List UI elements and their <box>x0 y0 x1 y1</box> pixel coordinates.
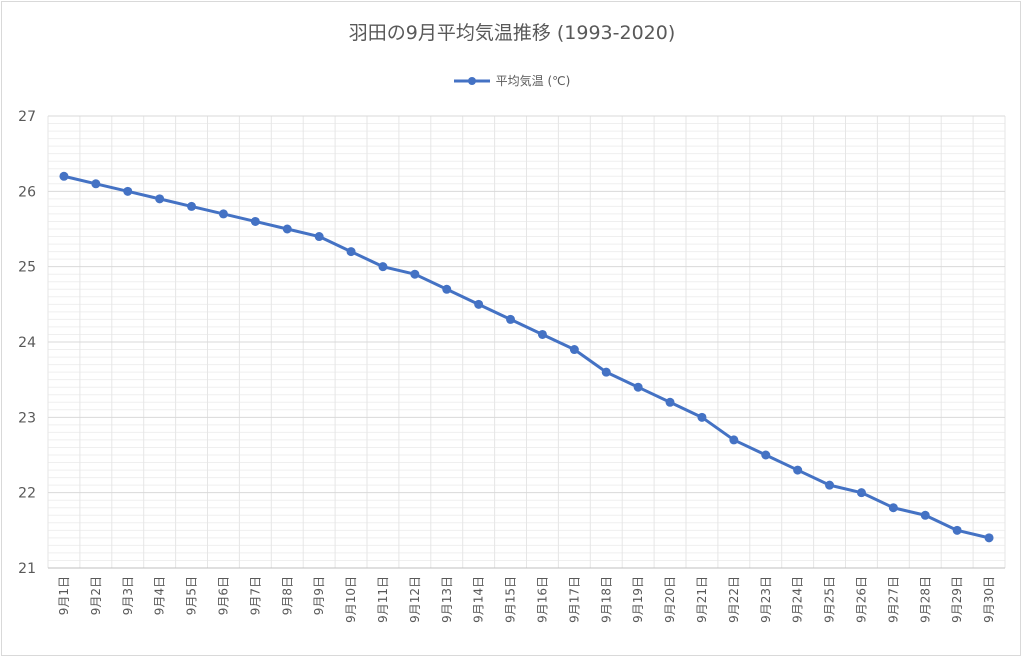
x-tick-label: 9月11日 <box>376 576 390 623</box>
data-point <box>346 247 356 257</box>
series-line <box>63 174 990 540</box>
x-tick-label: 9月2日 <box>89 576 103 615</box>
data-point <box>282 224 292 234</box>
y-tick-label: 25 <box>18 260 36 276</box>
data-point <box>761 450 771 460</box>
data-point <box>187 201 197 211</box>
x-tick-label: 9月23日 <box>759 576 773 623</box>
x-tick-label: 9月14日 <box>472 576 486 623</box>
data-point <box>920 510 930 520</box>
x-tick-label: 9月10日 <box>344 576 358 623</box>
data-point <box>474 299 484 309</box>
x-tick-label: 9月24日 <box>791 576 805 623</box>
x-tick-label: 9月21日 <box>695 576 709 623</box>
x-tick-label: 9月7日 <box>248 576 262 615</box>
data-point <box>442 284 452 294</box>
x-tick-label: 9月1日 <box>57 576 71 615</box>
y-tick-label: 22 <box>18 486 36 502</box>
x-tick-label: 9月18日 <box>599 576 613 623</box>
x-tick-label: 9月9日 <box>312 576 326 615</box>
x-tick-label: 9月3日 <box>121 576 135 615</box>
legend-label: 平均気温 (℃) <box>495 74 571 88</box>
y-tick-label: 26 <box>18 184 36 200</box>
x-tick-label: 9月17日 <box>567 576 581 623</box>
data-point <box>633 382 643 392</box>
data-point <box>952 525 962 535</box>
data-point <box>506 314 516 324</box>
data-point <box>59 171 69 181</box>
x-tick-label: 9月28日 <box>918 576 932 623</box>
x-tick-label: 9月15日 <box>504 576 518 623</box>
y-tick-label: 24 <box>18 335 36 351</box>
data-point <box>537 329 547 339</box>
x-tick-label: 9月6日 <box>216 576 230 615</box>
data-point <box>984 533 994 543</box>
data-point <box>314 232 324 242</box>
x-tick-label: 9月8日 <box>280 576 294 615</box>
data-point <box>825 480 835 490</box>
data-point <box>888 503 898 513</box>
x-tick-label: 9月19日 <box>631 576 645 623</box>
data-point <box>697 412 707 422</box>
x-tick-label: 9月22日 <box>727 576 741 623</box>
data-point <box>729 435 739 445</box>
data-point <box>410 269 420 279</box>
data-point <box>793 465 803 475</box>
x-tick-label: 9月16日 <box>535 576 549 623</box>
data-point <box>91 179 101 189</box>
data-point <box>123 186 133 196</box>
x-tick-label: 9月27日 <box>886 576 900 623</box>
data-point <box>665 397 675 407</box>
chart-title: 羽田の9月平均気温推移 (1993-2020) <box>348 22 676 44</box>
data-point <box>155 194 165 204</box>
data-point <box>601 367 611 377</box>
data-point <box>569 345 579 355</box>
x-tick-label: 9月29日 <box>950 576 964 623</box>
legend-marker <box>453 76 490 85</box>
chart-legend: 平均気温 (℃) <box>0 72 1024 89</box>
data-point <box>378 262 388 272</box>
data-point <box>856 488 866 498</box>
y-tick-label: 27 <box>18 109 36 125</box>
data-point <box>250 216 260 226</box>
y-tick-label: 23 <box>18 410 36 426</box>
x-tick-label: 9月4日 <box>153 576 167 615</box>
x-tick-label: 9月13日 <box>440 576 454 623</box>
x-tick-label: 9月20日 <box>663 576 677 623</box>
x-tick-label: 9月12日 <box>408 576 422 623</box>
x-tick-label: 9月26日 <box>854 576 868 623</box>
x-tick-label: 9月25日 <box>823 576 837 623</box>
y-tick-label: 21 <box>18 561 36 577</box>
x-tick-label: 9月30日 <box>982 576 996 623</box>
x-tick-label: 9月5日 <box>185 576 199 615</box>
data-point <box>218 209 228 219</box>
